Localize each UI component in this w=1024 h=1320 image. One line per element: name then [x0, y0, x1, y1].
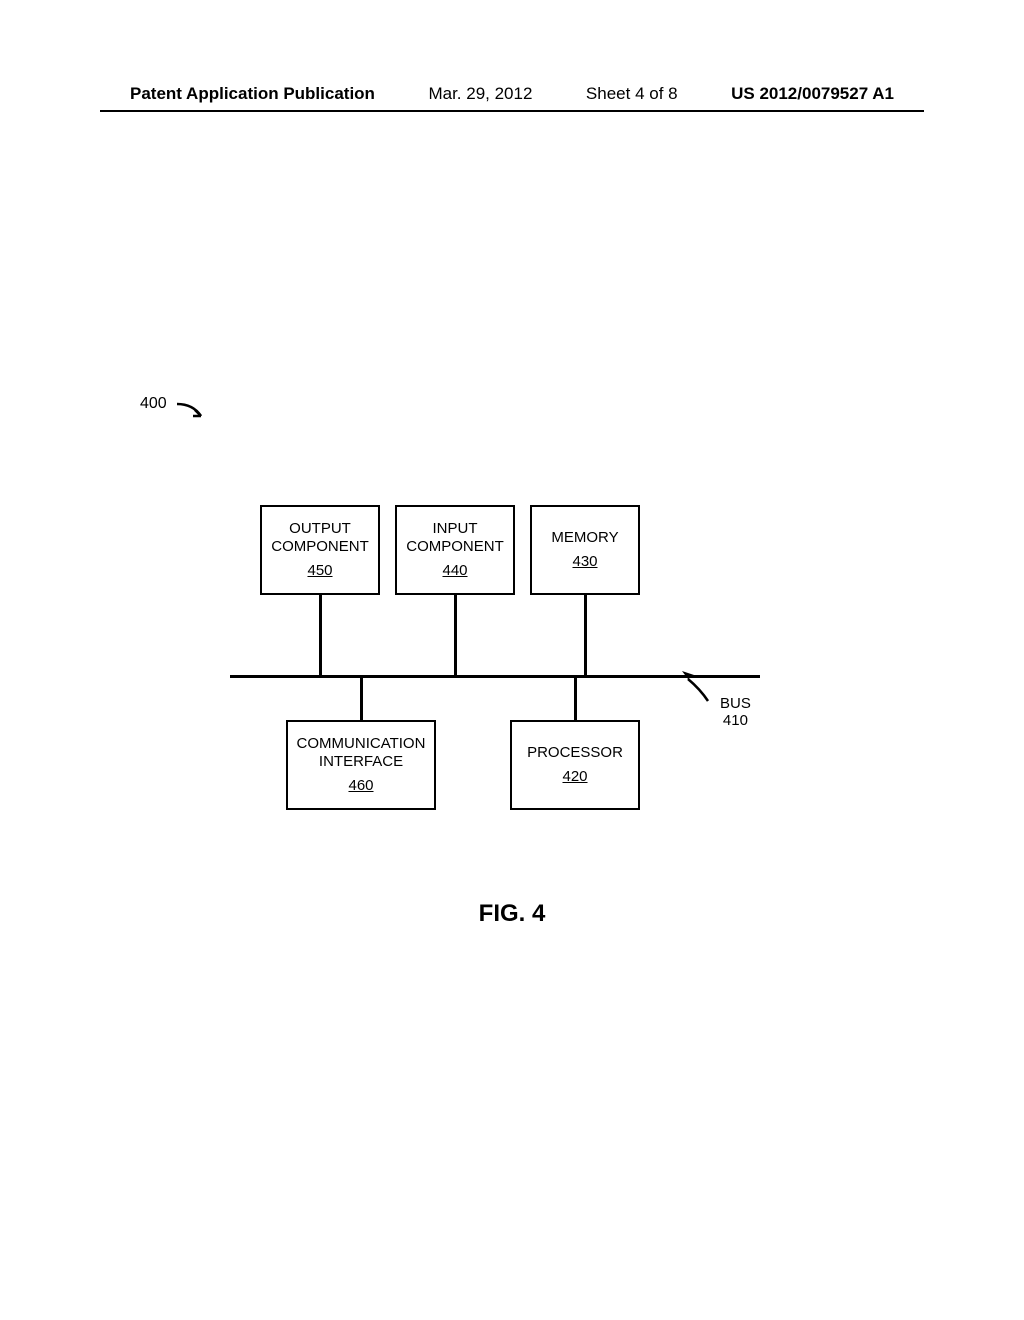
memory-ref: 430 — [572, 553, 597, 571]
block-diagram: OUTPUT COMPONENT 450 INPUT COMPONENT 440… — [230, 505, 790, 805]
publication-date: Mar. 29, 2012 — [428, 84, 532, 104]
processor-label: PROCESSOR — [527, 744, 623, 762]
input-label-1: INPUT — [433, 520, 478, 538]
comm-label-1: COMMUNICATION — [297, 735, 426, 753]
output-connector — [319, 595, 322, 675]
comm-label-2: INTERFACE — [319, 753, 403, 771]
header-divider — [100, 110, 924, 112]
bus-ref: 410 — [720, 712, 751, 729]
bus-label: BUS 410 — [720, 695, 751, 729]
processor-connector — [574, 678, 577, 720]
input-component-box: INPUT COMPONENT 440 — [395, 505, 515, 595]
input-ref: 440 — [442, 562, 467, 580]
figure-reference-arrow-icon — [175, 400, 215, 424]
output-label-2: COMPONENT — [271, 538, 369, 556]
page-header: Patent Application Publication Mar. 29, … — [0, 84, 1024, 104]
output-label-1: OUTPUT — [289, 520, 351, 538]
comm-connector — [360, 678, 363, 720]
output-component-box: OUTPUT COMPONENT 450 — [260, 505, 380, 595]
sheet-number: Sheet 4 of 8 — [586, 84, 678, 104]
publication-label: Patent Application Publication — [130, 84, 375, 104]
input-label-2: COMPONENT — [406, 538, 504, 556]
memory-box: MEMORY 430 — [530, 505, 640, 595]
publication-number: US 2012/0079527 A1 — [731, 84, 894, 104]
output-ref: 450 — [307, 562, 332, 580]
figure-caption: FIG. 4 — [0, 900, 1024, 928]
comm-ref: 460 — [348, 777, 373, 795]
figure-reference-number: 400 — [140, 395, 167, 413]
communication-interface-box: COMMUNICATION INTERFACE 460 — [286, 720, 436, 810]
input-connector — [454, 595, 457, 675]
bus-pointer-arrow-icon — [678, 665, 718, 705]
processor-ref: 420 — [562, 768, 587, 786]
memory-connector — [584, 595, 587, 675]
processor-box: PROCESSOR 420 — [510, 720, 640, 810]
bus-text: BUS — [720, 695, 751, 712]
memory-label: MEMORY — [551, 529, 618, 547]
